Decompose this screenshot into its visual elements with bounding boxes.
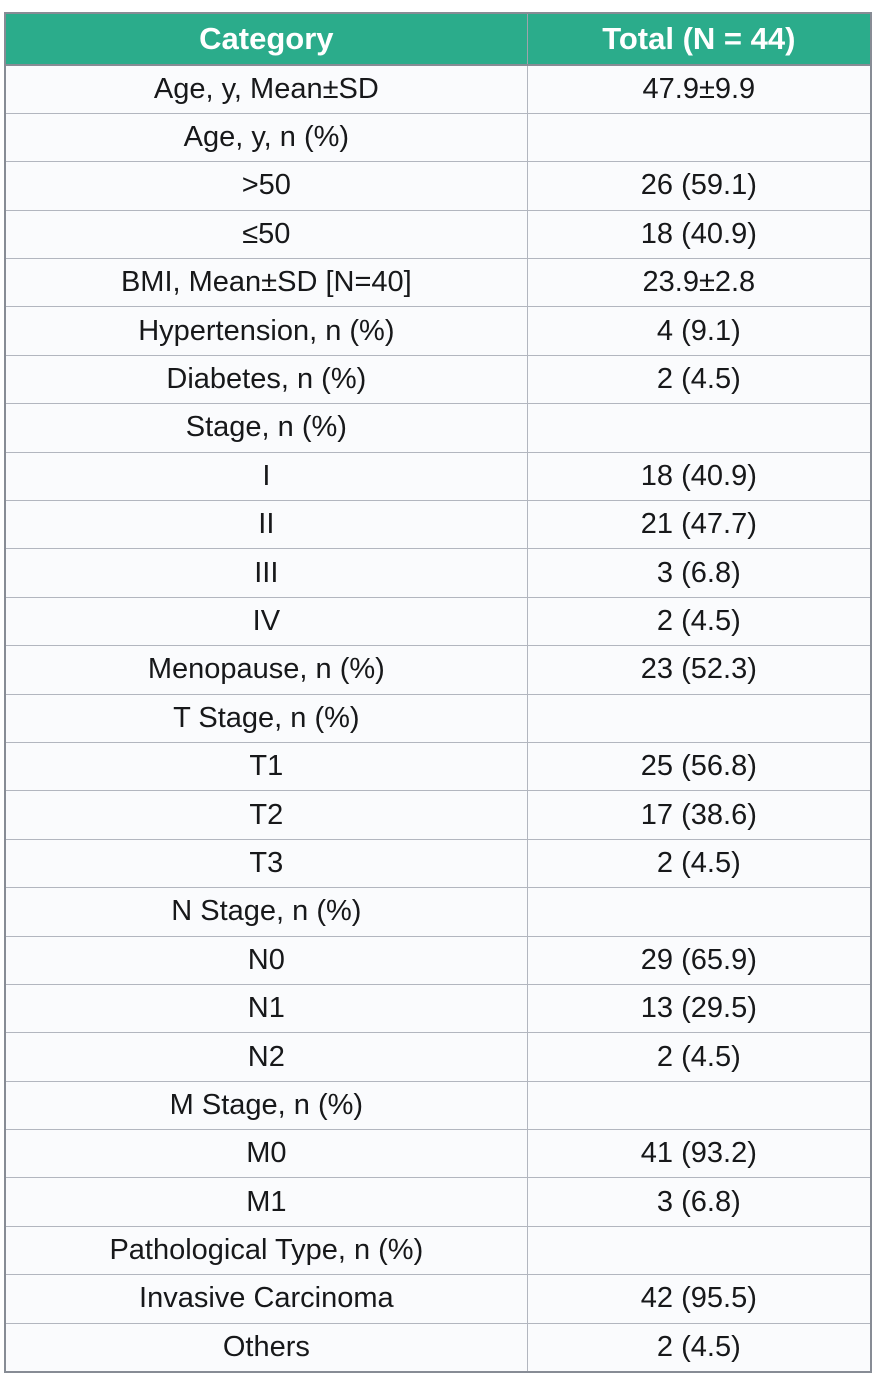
table-row: Menopause, n (%) 23 (52.3) <box>4 645 872 695</box>
category-cell: Pathological Type, n (%) <box>4 1225 528 1276</box>
category-cell: T3 <box>4 838 528 889</box>
table-row: ≤50 18 (40.9) <box>4 209 872 260</box>
table-row: Pathological Type, n (%) <box>4 1225 872 1276</box>
total-cell <box>526 1080 872 1131</box>
category-cell: Diabetes, n (%) <box>4 354 528 405</box>
category-cell: >50 <box>4 161 528 211</box>
total-cell: 23 (52.3) <box>526 645 872 695</box>
table-row: IV 2 (4.5) <box>4 596 872 647</box>
table-row: N0 29 (65.9) <box>4 935 872 985</box>
column-header-total: Total (N = 44) <box>526 12 872 66</box>
total-cell: 47.9±9.9 <box>526 64 872 114</box>
total-cell <box>526 403 872 453</box>
category-cell: N Stage, n (%) <box>4 887 528 937</box>
category-cell: T1 <box>4 741 528 792</box>
category-cell: Age, y, n (%) <box>4 112 528 163</box>
category-cell: IV <box>4 596 528 647</box>
total-cell: 41 (93.2) <box>526 1129 872 1179</box>
table-row: Stage, n (%) <box>4 403 872 453</box>
total-cell: 2 (4.5) <box>526 596 872 647</box>
total-cell: 29 (65.9) <box>526 935 872 985</box>
total-cell: 4 (9.1) <box>526 306 872 356</box>
total-cell: 26 (59.1) <box>526 161 872 211</box>
table-row: N2 2 (4.5) <box>4 1032 872 1082</box>
table-row: III 3 (6.8) <box>4 548 872 598</box>
total-cell: 3 (6.8) <box>526 1177 872 1227</box>
table-row: Age, y, n (%) <box>4 112 872 163</box>
total-cell: 2 (4.5) <box>526 1032 872 1082</box>
table-row: Invasive Carcinoma 42 (95.5) <box>4 1274 872 1324</box>
table-row: Diabetes, n (%) 2 (4.5) <box>4 354 872 405</box>
total-cell <box>526 112 872 163</box>
category-cell: II <box>4 500 528 550</box>
table-row: BMI, Mean±SD [N=40] 23.9±2.8 <box>4 258 872 308</box>
category-cell: Menopause, n (%) <box>4 645 528 695</box>
table-row: Age, y, Mean±SD 47.9±9.9 <box>4 64 872 114</box>
column-header-category: Category <box>4 12 528 66</box>
category-cell: Hypertension, n (%) <box>4 306 528 356</box>
category-cell: I <box>4 451 528 502</box>
total-cell: 21 (47.7) <box>526 500 872 550</box>
table-row: T3 2 (4.5) <box>4 838 872 889</box>
category-cell: Age, y, Mean±SD <box>4 64 528 114</box>
table-row: II 21 (47.7) <box>4 500 872 550</box>
category-cell: N1 <box>4 983 528 1034</box>
total-cell: 23.9±2.8 <box>526 258 872 308</box>
category-cell: ≤50 <box>4 209 528 260</box>
table-row: I 18 (40.9) <box>4 451 872 502</box>
category-cell: N0 <box>4 935 528 985</box>
total-cell: 18 (40.9) <box>526 451 872 502</box>
total-cell <box>526 693 872 743</box>
table-header-row: Category Total (N = 44) <box>4 12 872 66</box>
category-cell: Stage, n (%) <box>4 403 528 453</box>
category-cell: M1 <box>4 1177 528 1227</box>
category-cell: BMI, Mean±SD [N=40] <box>4 258 528 308</box>
category-cell: Invasive Carcinoma <box>4 1274 528 1324</box>
total-cell: 18 (40.9) <box>526 209 872 260</box>
total-cell <box>526 887 872 937</box>
total-cell: 2 (4.5) <box>526 838 872 889</box>
category-cell: M0 <box>4 1129 528 1179</box>
category-cell: T2 <box>4 790 528 840</box>
total-cell <box>526 1225 872 1276</box>
table-row: Others 2 (4.5) <box>4 1322 872 1373</box>
category-cell: T Stage, n (%) <box>4 693 528 743</box>
table-row: Hypertension, n (%) 4 (9.1) <box>4 306 872 356</box>
table-row: T2 17 (38.6) <box>4 790 872 840</box>
total-cell: 25 (56.8) <box>526 741 872 792</box>
table-row: N Stage, n (%) <box>4 887 872 937</box>
table-row: M0 41 (93.2) <box>4 1129 872 1179</box>
total-cell: 17 (38.6) <box>526 790 872 840</box>
total-cell: 13 (29.5) <box>526 983 872 1034</box>
category-cell: Others <box>4 1322 528 1373</box>
clinical-characteristics-table: Category Total (N = 44) Age, y, Mean±SD 4… <box>4 12 872 1373</box>
table-row: >50 26 (59.1) <box>4 161 872 211</box>
total-cell: 42 (95.5) <box>526 1274 872 1324</box>
total-cell: 2 (4.5) <box>526 1322 872 1373</box>
total-cell: 3 (6.8) <box>526 548 872 598</box>
table-row: T Stage, n (%) <box>4 693 872 743</box>
table-row: T1 25 (56.8) <box>4 741 872 792</box>
table-row: N1 13 (29.5) <box>4 983 872 1034</box>
category-cell: M Stage, n (%) <box>4 1080 528 1131</box>
table-row: M1 3 (6.8) <box>4 1177 872 1227</box>
total-cell: 2 (4.5) <box>526 354 872 405</box>
category-cell: N2 <box>4 1032 528 1082</box>
table-row: M Stage, n (%) <box>4 1080 872 1131</box>
category-cell: III <box>4 548 528 598</box>
